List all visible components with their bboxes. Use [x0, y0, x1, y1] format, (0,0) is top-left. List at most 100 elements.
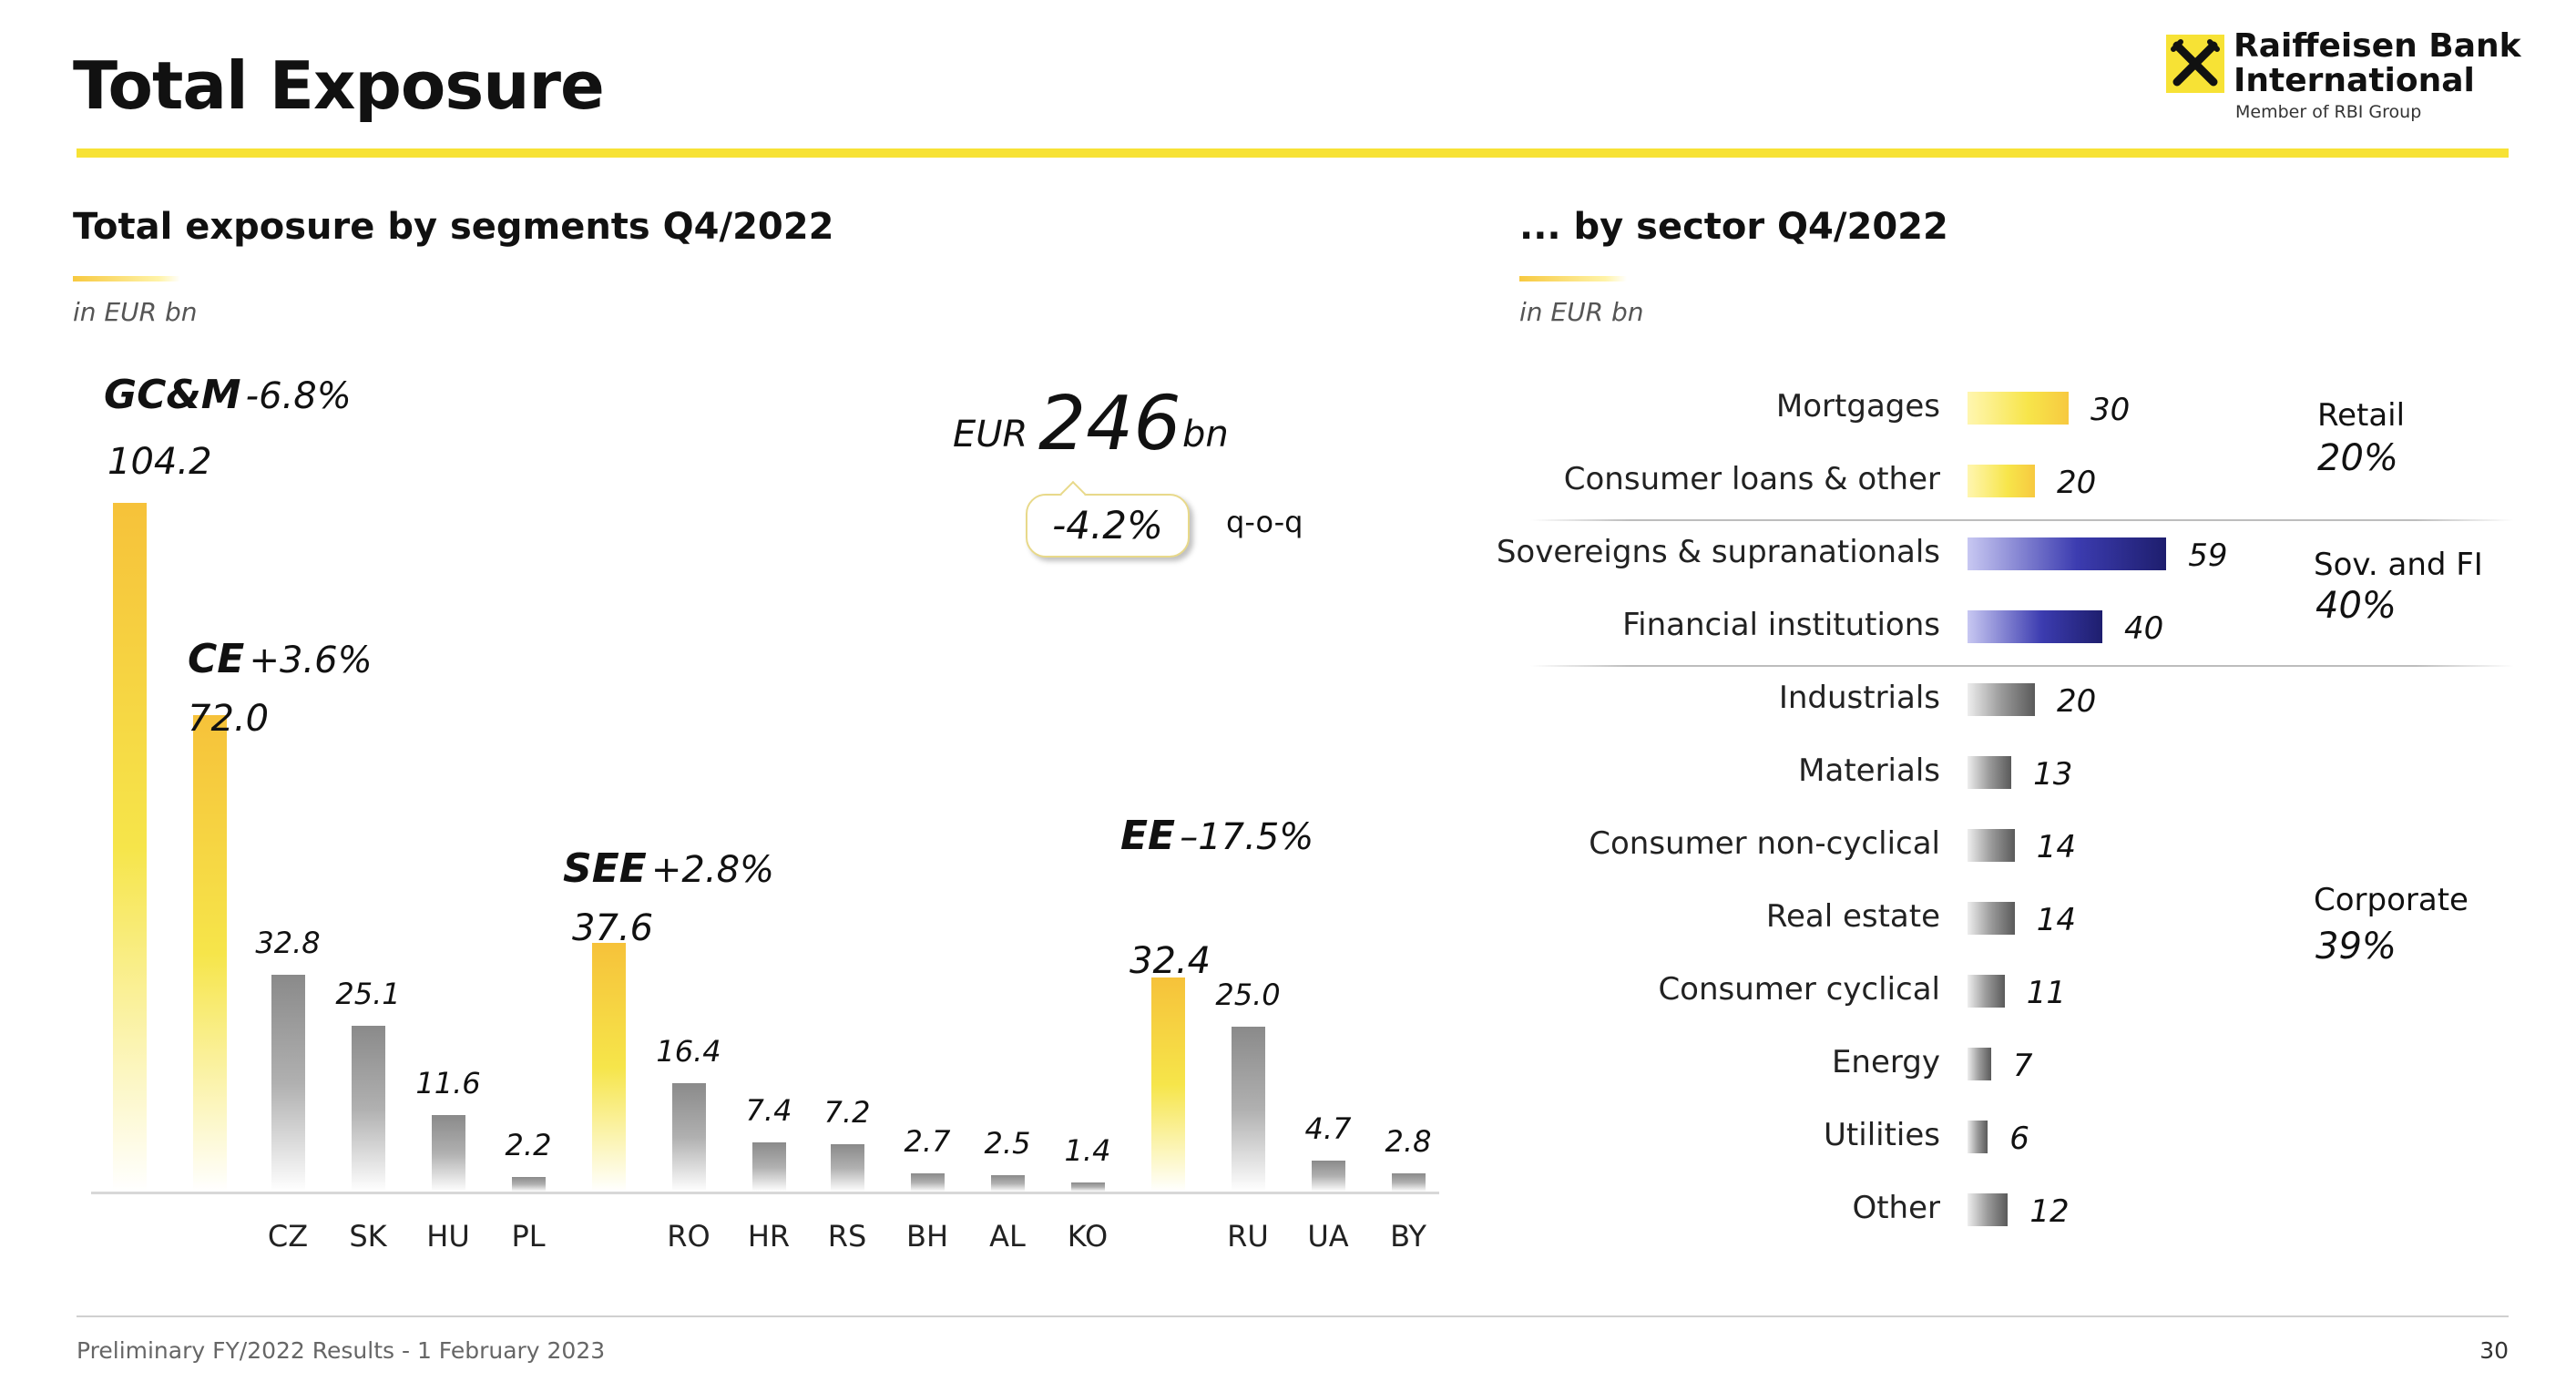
country-label: KO: [1067, 1219, 1109, 1254]
bar-value-label: 1.4: [1064, 1132, 1111, 1168]
country-label: RO: [667, 1219, 710, 1254]
title-divider: [77, 148, 2509, 158]
sector-value-label: 12: [2029, 1193, 2070, 1230]
raiffeisen-gable-cross-icon: [2166, 35, 2224, 93]
sector-bar: [1968, 683, 2035, 716]
sector-title: ... by sector Q4/2022: [1519, 206, 1948, 248]
sector-bar: [1968, 829, 2015, 862]
logo-name-line1: Raiffeisen Bank: [2234, 27, 2521, 65]
total-value: 246: [1038, 381, 1181, 467]
segment-bar: [1392, 1172, 1426, 1192]
sector-label: Materials: [1798, 752, 1940, 789]
sector-label: Industrials: [1778, 680, 1940, 716]
segment-bar: [1151, 977, 1185, 1192]
sector-bar: [1968, 537, 2167, 570]
bar-value-label: 32.8: [255, 925, 321, 960]
sector-bar: [1968, 392, 2069, 425]
bar-value-label: 25.0: [1215, 977, 1281, 1012]
total-change-label: q-o-q: [1226, 505, 1303, 539]
sector-value-label: 40: [2124, 610, 2164, 647]
bar-value-label: 25.1: [335, 976, 401, 1011]
sector-label: Mortgages: [1775, 388, 1940, 425]
bar-value-label: 2.5: [984, 1125, 1031, 1161]
country-label: SK: [349, 1219, 387, 1254]
page-title: Total Exposure: [73, 47, 605, 124]
sector-value-label: 30: [2090, 392, 2131, 428]
sector-unit: in EUR bn: [1519, 297, 1644, 327]
segment-bar: [352, 1025, 385, 1192]
country-label: RU: [1227, 1219, 1269, 1254]
segments-title-accent: [73, 276, 180, 281]
sector-label: Consumer cyclical: [1658, 971, 1940, 1008]
sector-bar: [1968, 975, 2005, 1008]
segment-name: EE: [1120, 813, 1176, 859]
segment-heading-ce: CE +3.6%: [188, 636, 373, 682]
country-label: BY: [1390, 1219, 1426, 1254]
segment-total-ce: 72.0: [188, 698, 270, 740]
sector-label: Financial institutions: [1622, 607, 1940, 643]
rbi-logo: Raiffeisen Bank International Member of …: [2166, 29, 2521, 129]
sector-value-label: 11: [2026, 975, 2066, 1011]
segment-bar: [592, 943, 626, 1192]
segment-bar: [1232, 1026, 1265, 1192]
segment-change: -6.8%: [245, 375, 352, 417]
group-pct-corporate: 39%: [2315, 926, 2397, 967]
segment-bar: [831, 1143, 864, 1192]
country-label: RS: [827, 1219, 867, 1254]
country-label: AL: [989, 1219, 1026, 1254]
segment-name: SEE: [563, 845, 647, 892]
bar-value-label: 4.7: [1304, 1111, 1352, 1146]
sector-value-label: 20: [2057, 465, 2097, 501]
segment-bar: [911, 1173, 945, 1192]
footer-divider: [77, 1315, 2509, 1317]
country-label: HU: [426, 1219, 470, 1254]
sector-label: Real estate: [1765, 898, 1940, 935]
footer-text: Preliminary FY/2022 Results - 1 February…: [77, 1337, 606, 1364]
sector-value-label: 20: [2057, 683, 2097, 720]
total-change-bubble: -4.2%: [1026, 494, 1190, 558]
bar-value-label: 16.4: [656, 1033, 721, 1069]
sector-label: Utilities: [1824, 1117, 1940, 1153]
total-currency: EUR: [953, 414, 1028, 455]
sector-bar: [1968, 1193, 2009, 1226]
sector-bar: [1968, 1121, 1988, 1153]
country-label: HR: [747, 1219, 791, 1254]
sector-bar: [1968, 1048, 1991, 1080]
logo-subtitle: Member of RBI Group: [2235, 102, 2422, 122]
segment-bar: [1312, 1160, 1345, 1192]
group-name-sov-fi: Sov. and FI: [2314, 547, 2483, 583]
logo-name-line2: International: [2234, 62, 2475, 99]
group-separator: [1530, 665, 2514, 667]
bar-value-label: 2.2: [505, 1128, 552, 1163]
country-label: CZ: [267, 1219, 309, 1254]
segment-bar: [193, 715, 227, 1192]
segment-change: +2.8%: [650, 849, 775, 891]
group-name-corporate: Corporate: [2314, 882, 2469, 918]
sector-label: Consumer loans & other: [1563, 461, 1940, 497]
group-pct-retail: 20%: [2317, 437, 2398, 479]
sector-value-label: 7: [2012, 1048, 2033, 1084]
sector-bar: [1968, 610, 2102, 643]
bar-value-label: 7.4: [745, 1093, 792, 1129]
country-label: UA: [1307, 1219, 1349, 1254]
segments-unit: in EUR bn: [73, 297, 198, 327]
sector-value-label: 6: [2009, 1121, 2029, 1157]
group-pct-sov-fi: 40%: [2315, 585, 2397, 627]
page-number: 30: [2479, 1337, 2509, 1364]
bar-value-label: 7.2: [823, 1094, 871, 1130]
segment-total-ee: 32.4: [1130, 940, 1211, 982]
sector-label: Sovereigns & supranationals: [1496, 534, 1940, 570]
country-label: BH: [905, 1219, 948, 1254]
sector-title-accent: [1519, 276, 1627, 281]
segment-bar: [512, 1177, 546, 1192]
logo-name: Raiffeisen Bank International: [2234, 29, 2521, 98]
segments-title: Total exposure by segments Q4/2022: [73, 206, 834, 248]
group-separator: [1530, 519, 2514, 521]
chart-baseline: [91, 1192, 1439, 1194]
segment-bar: [752, 1142, 786, 1192]
segment-change: –17.5%: [1180, 816, 1314, 858]
sector-label: Consumer non-cyclical: [1589, 825, 1940, 862]
sector-value-label: 13: [2033, 756, 2073, 793]
country-label: PL: [511, 1219, 546, 1254]
sector-value-label: 59: [2188, 537, 2228, 574]
